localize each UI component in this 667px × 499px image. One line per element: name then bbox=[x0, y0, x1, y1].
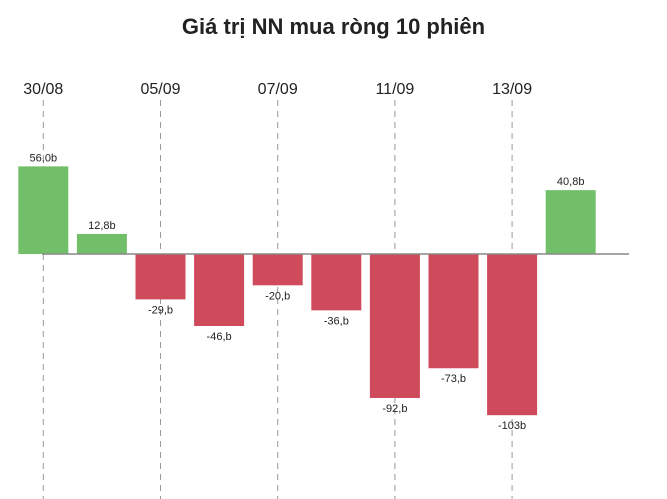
data-label: -92,b bbox=[382, 403, 407, 415]
x-tick-label: 11/09 bbox=[375, 81, 414, 98]
bar[interactable] bbox=[428, 254, 479, 369]
data-labels: 56,0b 12,8b -29,b -46,b -20,b -36,b -92,b -73,b… bbox=[30, 152, 585, 432]
bar[interactable] bbox=[311, 254, 362, 311]
chart-title: Giá trị NN mua ròng 10 phiên bbox=[181, 14, 486, 39]
data-label: -73,b bbox=[441, 373, 466, 385]
bars bbox=[18, 166, 596, 416]
bar[interactable] bbox=[545, 190, 596, 254]
bar[interactable] bbox=[76, 233, 127, 254]
bar[interactable] bbox=[194, 254, 245, 326]
data-label: -103b bbox=[498, 420, 526, 432]
bar[interactable] bbox=[135, 254, 186, 300]
bar[interactable] bbox=[369, 254, 420, 398]
bar[interactable] bbox=[487, 254, 538, 416]
data-label: -29,b bbox=[148, 304, 173, 316]
x-tick-label: 05/09 bbox=[140, 81, 180, 98]
bar[interactable] bbox=[252, 254, 303, 286]
bar[interactable] bbox=[18, 166, 69, 254]
data-label: -46,b bbox=[207, 331, 232, 343]
data-label: -36,b bbox=[324, 315, 349, 327]
x-tick-label: 07/09 bbox=[258, 81, 298, 98]
data-label: 40,8b bbox=[557, 176, 585, 188]
x-tick-labels: 30/08 05/09 07/09 11/09 13/09 bbox=[23, 81, 532, 98]
data-label: -20,b bbox=[265, 290, 290, 302]
x-tick-label: 13/09 bbox=[492, 81, 532, 98]
data-label: 56,0b bbox=[30, 152, 58, 164]
data-label: 12,8b bbox=[88, 220, 116, 232]
x-tick-label: 30/08 bbox=[23, 81, 63, 98]
